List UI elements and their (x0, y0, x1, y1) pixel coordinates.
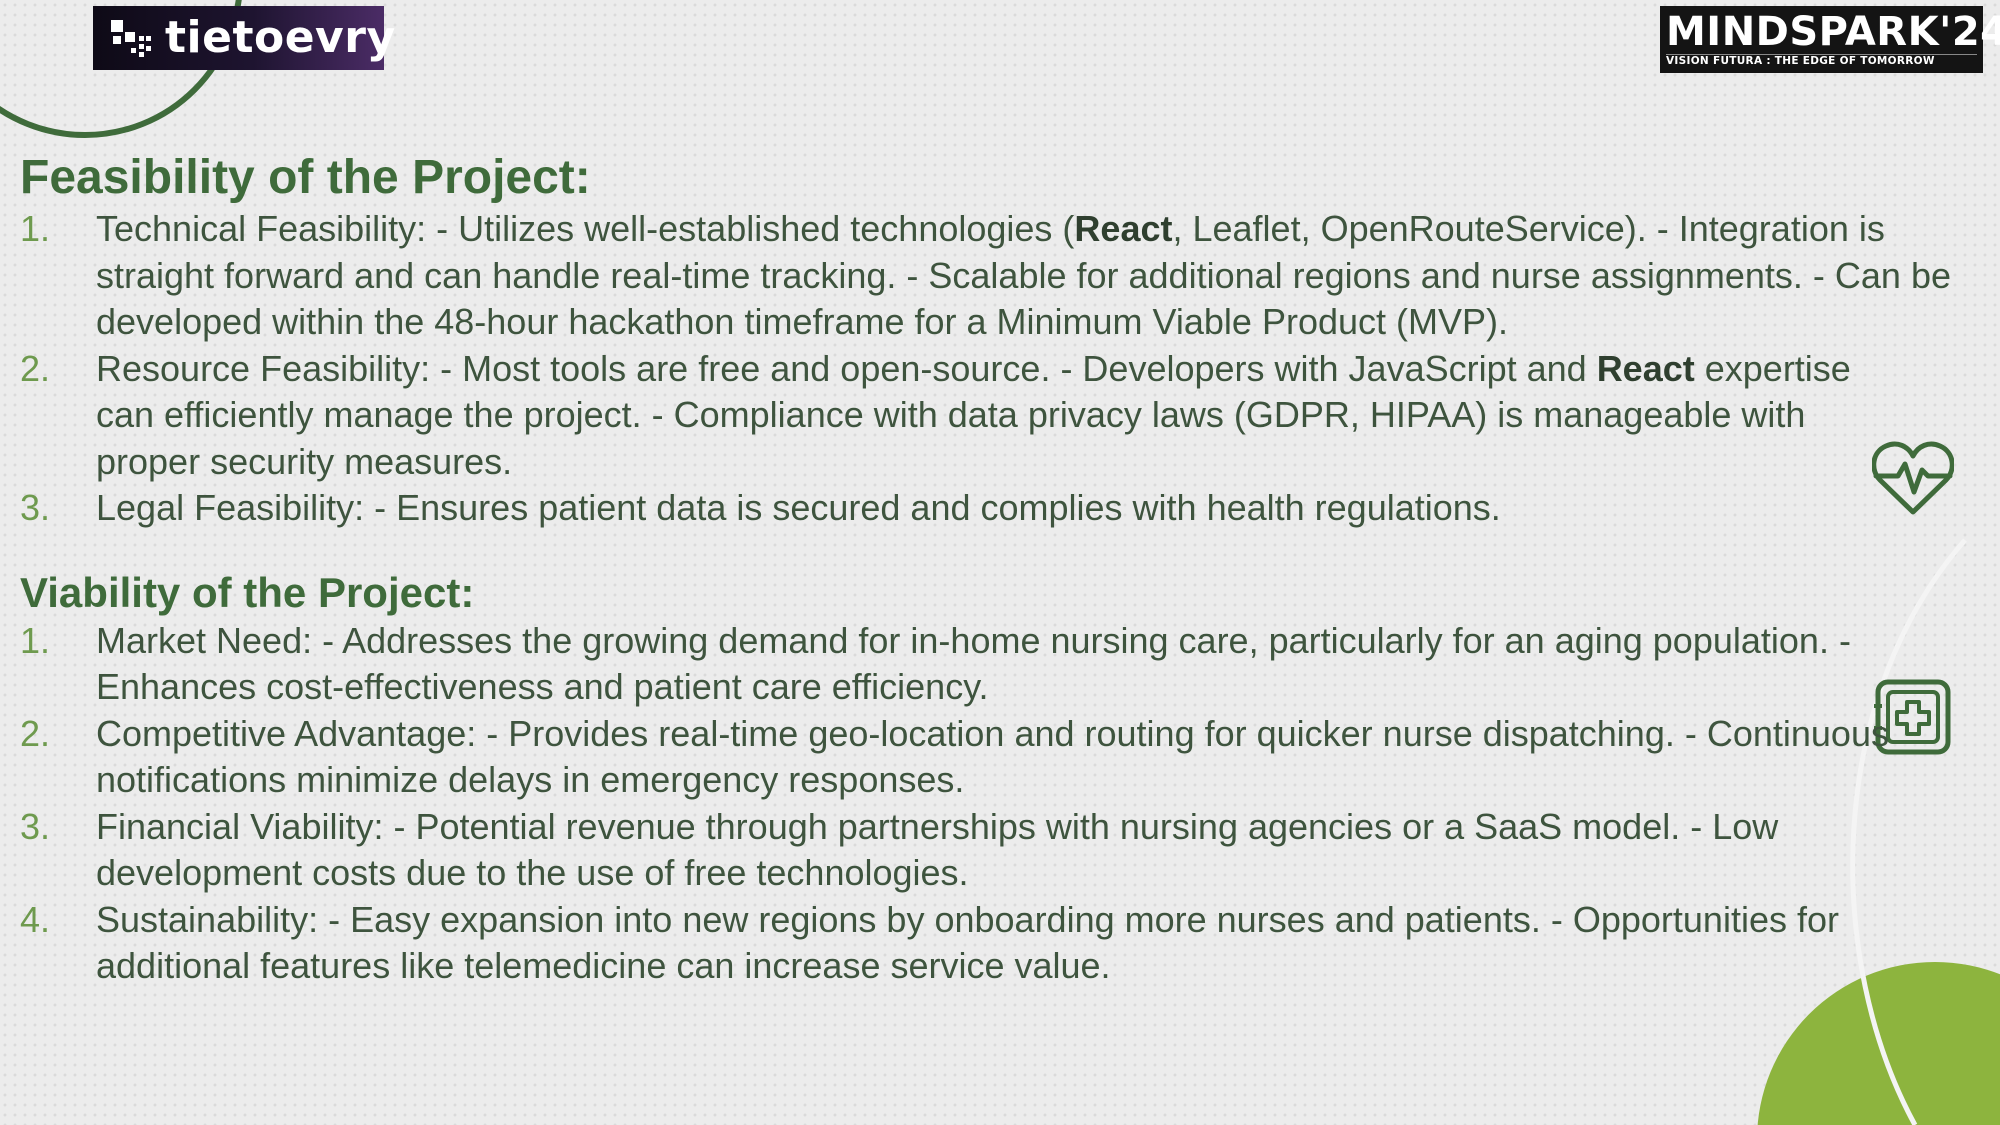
list-item: 1. Technical Feasibility: - Utilizes wel… (20, 206, 1980, 346)
list-item: 2. Resource Feasibility: - Most tools ar… (20, 346, 1980, 486)
item-text: Legal Feasibility: - Ensures patient dat… (96, 487, 1501, 528)
mindspark-title: MINDSPARK'24 (1666, 9, 2000, 55)
item-text: Competitive Advantage: - Provides real-t… (96, 712, 1889, 801)
top-left-arc (0, 0, 242, 138)
viability-list: 1. Market Need: - Addresses the growing … (20, 618, 1980, 990)
list-item: 4. Sustainability: - Easy expansion into… (20, 897, 1980, 990)
item-number: 2. (20, 347, 51, 389)
item-text: Sustainability: - Easy expansion into ne… (96, 898, 1839, 987)
item-bold-text: React (1074, 208, 1173, 249)
item-number: 1. (20, 619, 51, 661)
item-number: 4. (20, 898, 51, 940)
viability-heading: Viability of the Project: (20, 568, 475, 616)
item-bold-text: React (1596, 347, 1695, 389)
item-number: 2. (20, 712, 51, 754)
item-text: Financial Viability: - Potential revenue… (96, 805, 1779, 894)
item-text: Technical Feasibility: - Utilizes well-e… (96, 208, 1075, 249)
mindspark-subtitle: VISION FUTURA : THE EDGE OF TOMORROW (1666, 54, 1977, 68)
item-text: Resource Feasibility: - Most tools are f… (96, 347, 1597, 389)
item-number: 3. (20, 487, 51, 528)
slide-content: Feasibility of the Project: 1. Technical… (20, 150, 1980, 990)
mindspark-logo: MINDSPARK'24 VISION FUTURA : THE EDGE OF… (1660, 6, 2000, 73)
feasibility-heading: Feasibility of the Project: (20, 151, 591, 204)
item-text: expertise can efficiently manage the pro… (96, 347, 1851, 482)
list-item: 2. Competitive Advantage: - Provides rea… (20, 711, 1980, 804)
item-number: 3. (20, 805, 51, 847)
item-text: Market Need: - Addresses the growing dem… (96, 619, 1851, 708)
feasibility-list: 1. Technical Feasibility: - Utilizes wel… (20, 206, 1980, 532)
list-item: 3. Financial Viability: - Potential reve… (20, 804, 1980, 897)
list-item: 3. Legal Feasibility: - Ensures patient … (20, 485, 1980, 532)
tietoevry-mark-icon (111, 20, 151, 57)
medical-kit-icon (1874, 679, 1951, 755)
tietoevry-wordmark: tietoevry (165, 12, 396, 63)
item-number: 1. (20, 208, 51, 249)
item-text: , Leaflet, OpenRouteService). - Integrat… (96, 208, 1952, 342)
tietoevry-logo: tietoevry (93, 6, 395, 70)
heartbeat-icon (1872, 441, 1954, 515)
bottom-right-arc (1850, 538, 1967, 1125)
list-item: 1. Market Need: - Addresses the growing … (20, 618, 1980, 711)
